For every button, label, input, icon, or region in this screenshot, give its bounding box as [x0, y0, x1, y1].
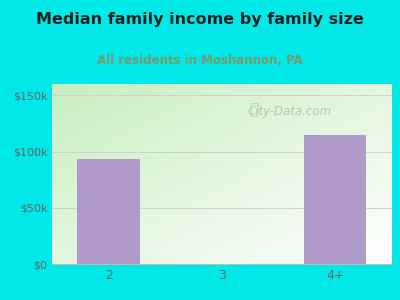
Text: ⌕: ⌕	[250, 103, 259, 118]
Text: All residents in Moshannon, PA: All residents in Moshannon, PA	[97, 54, 303, 67]
Text: City-Data.com: City-Data.com	[248, 104, 332, 118]
Bar	[304, 135, 366, 264]
Text: Median family income by family size: Median family income by family size	[36, 12, 364, 27]
Bar	[78, 159, 140, 264]
